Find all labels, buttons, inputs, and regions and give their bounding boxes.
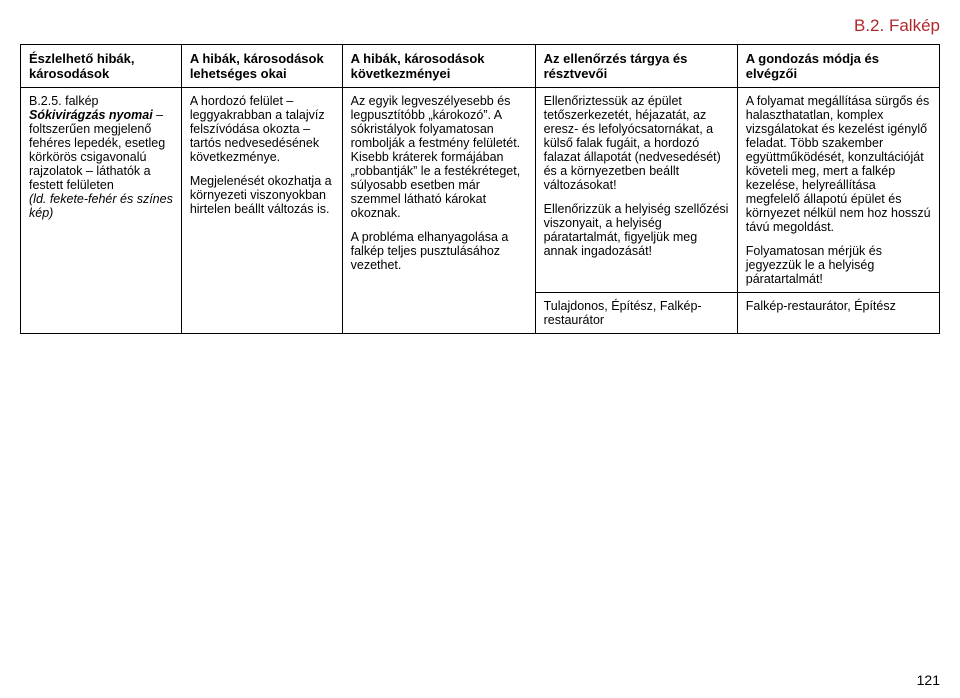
table-header-row: Észlelhető hibák, károsodások A hibák, k… (21, 45, 940, 88)
care-p1: A folyamat megállítása sürgős és halaszt… (746, 94, 931, 234)
defect-code: B.2.5. falkép (29, 94, 99, 108)
header-observable-defects: Észlelhető hibák, károsodások (21, 45, 182, 88)
cons-p1: Az egyik legveszélyesebb és legpusztítób… (351, 94, 527, 220)
care-p2: Folyamatosan mérjük és jegyezzük le a he… (746, 244, 931, 286)
section-title: B.2. Falkép (20, 16, 940, 36)
header-inspection: Az ellenőrzés tárgya és résztvevői (535, 45, 737, 88)
header-consequences: A hibák, károsodások következményei (342, 45, 535, 88)
cause-p1: A hordozó felület – leggyakrabban a tala… (190, 94, 334, 164)
cell-care: A folyamat megállítása sürgős és halaszt… (737, 88, 939, 293)
header-possible-causes: A hibák, károsodások lehetséges okai (181, 45, 342, 88)
defects-table: Észlelhető hibák, károsodások A hibák, k… (20, 44, 940, 334)
table-row: B.2.5. falkép Sókivirágzás nyomai – folt… (21, 88, 940, 293)
insp-p1: Ellenőriztessük az épület tetőszerkezeté… (544, 94, 729, 192)
page-number: 121 (917, 672, 940, 688)
defect-title: Sókivirágzás nyomai (29, 108, 153, 122)
cell-inspection-participants: Tulajdonos, Építész, Falkép-restaurátor (535, 293, 737, 334)
cell-inspection: Ellenőriztessük az épület tetőszerkezeté… (535, 88, 737, 293)
cell-care-participants: Falkép-restaurátor, Építész (737, 293, 939, 334)
cell-consequences: Az egyik legveszélyesebb és legpusztítób… (342, 88, 535, 334)
cell-observable: B.2.5. falkép Sókivirágzás nyomai – folt… (21, 88, 182, 334)
cell-causes: A hordozó felület – leggyakrabban a tala… (181, 88, 342, 334)
header-care: A gondozás módja és elvégzői (737, 45, 939, 88)
insp-p2: Ellenőrizzük a helyiség szellőzési viszo… (544, 202, 729, 258)
defect-ref: (ld. fekete-fehér és színes kép) (29, 192, 173, 220)
cons-p2: A probléma elhanyagolása a falkép teljes… (351, 230, 527, 272)
cause-p2: Megjelenését okozhatja a környezeti visz… (190, 174, 334, 216)
